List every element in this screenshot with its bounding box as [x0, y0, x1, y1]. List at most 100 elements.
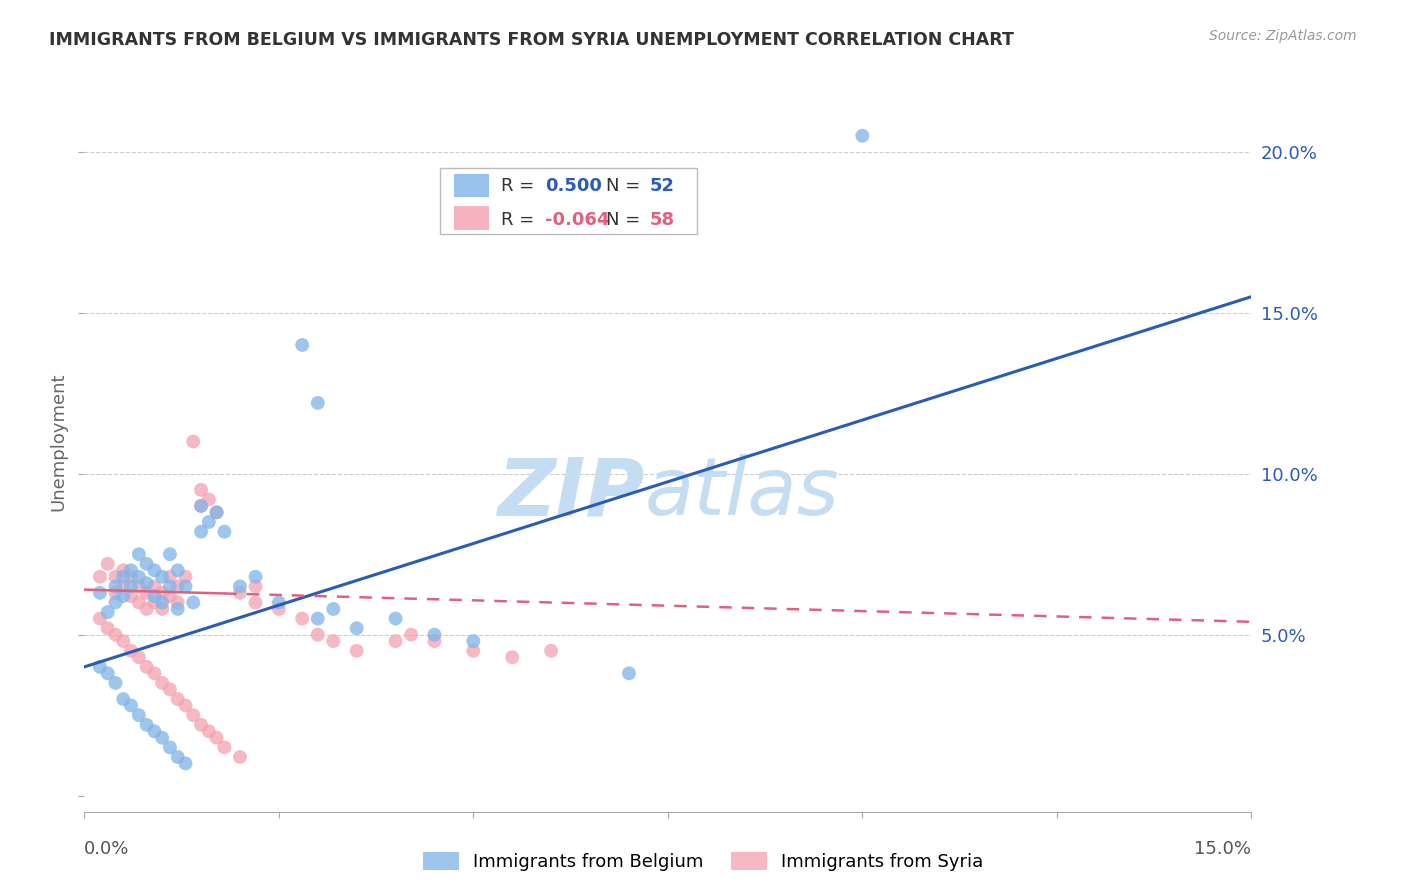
- Point: [150, 602, 173, 616]
- Point: [267, 602, 290, 616]
- Point: [267, 595, 290, 609]
- Point: [229, 579, 252, 593]
- Point: [120, 644, 142, 658]
- Point: [120, 570, 142, 584]
- Text: 58: 58: [650, 211, 675, 228]
- Point: [104, 570, 127, 584]
- Text: Source: ZipAtlas.com: Source: ZipAtlas.com: [1209, 29, 1357, 43]
- Point: [112, 579, 135, 593]
- Point: [214, 740, 236, 755]
- Point: [89, 586, 111, 600]
- Point: [89, 611, 111, 625]
- Text: 0.0%: 0.0%: [84, 839, 129, 857]
- Point: [245, 579, 267, 593]
- Point: [97, 666, 120, 681]
- Point: [112, 589, 135, 603]
- Point: [190, 499, 212, 513]
- Point: [135, 586, 157, 600]
- Point: [104, 586, 127, 600]
- Point: [97, 621, 120, 635]
- Point: [166, 602, 188, 616]
- Point: [143, 589, 166, 603]
- Point: [150, 570, 173, 584]
- Text: atlas: atlas: [644, 454, 839, 533]
- Text: ZIP: ZIP: [498, 454, 644, 533]
- Point: [166, 563, 188, 577]
- Point: [159, 547, 181, 561]
- Point: [120, 698, 142, 713]
- Point: [135, 576, 157, 591]
- Point: [104, 595, 127, 609]
- Text: 52: 52: [650, 177, 675, 194]
- Point: [150, 676, 173, 690]
- Point: [150, 731, 173, 745]
- Point: [307, 611, 329, 625]
- Point: [291, 338, 314, 352]
- Point: [181, 434, 204, 449]
- Point: [346, 621, 368, 635]
- Point: [112, 692, 135, 706]
- Point: [135, 557, 157, 571]
- Text: 15.0%: 15.0%: [1194, 839, 1251, 857]
- Point: [159, 589, 181, 603]
- Point: [120, 589, 142, 603]
- Point: [307, 628, 329, 642]
- Point: [159, 579, 181, 593]
- Point: [174, 698, 197, 713]
- Bar: [440, 168, 697, 235]
- Point: [174, 570, 197, 584]
- Point: [399, 628, 422, 642]
- Point: [104, 676, 127, 690]
- Point: [143, 579, 166, 593]
- Point: [159, 570, 181, 584]
- Point: [135, 718, 157, 732]
- Point: [135, 660, 157, 674]
- Text: IMMIGRANTS FROM BELGIUM VS IMMIGRANTS FROM SYRIA UNEMPLOYMENT CORRELATION CHART: IMMIGRANTS FROM BELGIUM VS IMMIGRANTS FR…: [49, 31, 1014, 49]
- Point: [463, 634, 485, 648]
- Bar: [454, 206, 489, 230]
- Point: [159, 682, 181, 697]
- Point: [198, 492, 221, 507]
- Text: -0.064: -0.064: [546, 211, 610, 228]
- Point: [89, 570, 111, 584]
- Point: [97, 557, 120, 571]
- Point: [128, 570, 150, 584]
- Point: [229, 750, 252, 764]
- Y-axis label: Unemployment: Unemployment: [49, 372, 67, 511]
- Point: [214, 524, 236, 539]
- Point: [198, 515, 221, 529]
- Point: [463, 644, 485, 658]
- Bar: [454, 174, 489, 197]
- Point: [166, 750, 188, 764]
- Point: [104, 628, 127, 642]
- Text: 0.500: 0.500: [546, 177, 602, 194]
- Point: [120, 579, 142, 593]
- Point: [229, 586, 252, 600]
- Point: [135, 602, 157, 616]
- Text: R =: R =: [501, 177, 540, 194]
- Point: [159, 740, 181, 755]
- Point: [322, 602, 344, 616]
- Point: [128, 708, 150, 723]
- Point: [112, 634, 135, 648]
- Point: [346, 644, 368, 658]
- Point: [384, 611, 406, 625]
- Point: [112, 563, 135, 577]
- Point: [174, 756, 197, 771]
- Point: [198, 724, 221, 739]
- Point: [89, 660, 111, 674]
- Point: [501, 650, 523, 665]
- Point: [143, 563, 166, 577]
- Text: N =: N =: [606, 177, 645, 194]
- Point: [128, 595, 150, 609]
- Point: [384, 634, 406, 648]
- Point: [540, 644, 562, 658]
- Point: [617, 666, 640, 681]
- Point: [851, 128, 873, 143]
- Point: [166, 692, 188, 706]
- Point: [143, 595, 166, 609]
- Point: [166, 595, 188, 609]
- Point: [423, 634, 446, 648]
- Point: [205, 505, 228, 519]
- Legend: Immigrants from Belgium, Immigrants from Syria: Immigrants from Belgium, Immigrants from…: [415, 845, 991, 879]
